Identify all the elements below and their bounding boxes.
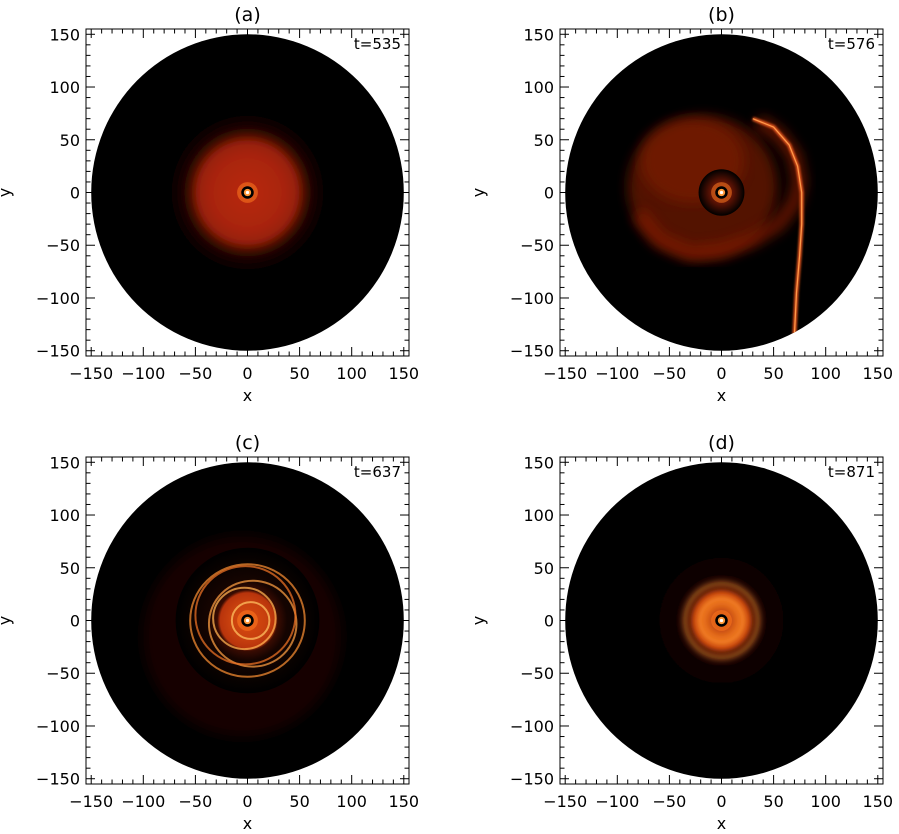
panel-a: −150 −100 −50 0 50 100 150 −150 −100 −50 0 50 100 150…	[0, 4, 419, 405]
y-tick-label: 0	[544, 184, 554, 203]
panel-title: (b)	[708, 4, 735, 26]
y-tick-label: 100	[523, 78, 554, 97]
x-tick-label: −150	[543, 792, 587, 811]
x-axis-label: x	[243, 386, 252, 405]
y-tick-label: 50	[534, 559, 554, 578]
center-source	[719, 618, 724, 623]
y-tick-label: −100	[510, 717, 554, 736]
bright-ring	[682, 580, 761, 661]
density-map	[627, 114, 807, 335]
x-tick-label: 150	[863, 792, 894, 811]
y-tick-label: 0	[70, 184, 80, 203]
ticks	[86, 29, 409, 356]
x-tick-label: 100	[336, 364, 367, 383]
y-tick-label: −150	[36, 770, 80, 789]
y-tick-label: −150	[36, 342, 80, 361]
x-tick-label: −50	[179, 792, 213, 811]
y-tick-label: 150	[523, 25, 554, 44]
y-tick-label: −150	[510, 342, 554, 361]
y-tick-label: 100	[523, 506, 554, 525]
x-tick-label: −150	[69, 364, 113, 383]
x-tick-label: −50	[653, 364, 687, 383]
x-tick-label: −50	[179, 364, 213, 383]
x-tick-label: −100	[595, 364, 639, 383]
time-annotation: t=576	[828, 35, 875, 53]
y-tick-label: 150	[523, 453, 554, 472]
y-tick-label: −100	[36, 289, 80, 308]
ticks	[560, 457, 883, 784]
x-tick-label: −100	[595, 792, 639, 811]
panel-d: −150 −100 −50 0 50 100 150 −150 −100 −50 0 50 100 150…	[469, 432, 893, 833]
spiral-ring	[230, 601, 271, 640]
y-tick-label: 50	[60, 559, 80, 578]
x-tick-label: 0	[716, 364, 726, 383]
density-map	[142, 85, 353, 300]
panel-title: (d)	[708, 432, 735, 454]
x-tick-label: 50	[763, 364, 783, 383]
x-tick-label: 50	[763, 792, 783, 811]
spiral-ring	[212, 586, 277, 651]
y-tick-label: 0	[544, 612, 554, 631]
panel-title: (a)	[234, 4, 260, 26]
x-tick-label: −50	[653, 792, 687, 811]
ticks	[86, 457, 409, 784]
x-axis-label: x	[717, 814, 726, 833]
panel-title: (c)	[235, 432, 260, 454]
y-tick-label: −50	[46, 664, 80, 683]
y-tick-label: 100	[49, 506, 80, 525]
x-tick-label: 150	[389, 792, 420, 811]
center-source	[245, 190, 250, 195]
x-tick-label: 100	[810, 792, 841, 811]
y-axis-label: y	[469, 188, 488, 197]
y-tick-label: 100	[49, 78, 80, 97]
x-tick-label: −150	[69, 792, 113, 811]
y-tick-label: 150	[49, 453, 80, 472]
spiral-ring	[189, 563, 306, 678]
y-tick-label: −100	[36, 717, 80, 736]
center-source	[719, 190, 724, 195]
x-tick-label: −100	[121, 364, 165, 383]
y-tick-label: −50	[46, 236, 80, 255]
center-source	[245, 618, 250, 623]
y-tick-label: −150	[510, 770, 554, 789]
x-tick-label: −150	[543, 364, 587, 383]
y-tick-label: 150	[49, 25, 80, 44]
y-tick-label: −50	[520, 664, 554, 683]
y-tick-label: 50	[534, 131, 554, 150]
x-axis-label: x	[717, 386, 726, 405]
panel-b: −150 −100 −50 0 50 100 150 −150 −100 −50 0 50 100 150…	[469, 4, 893, 405]
x-axis-label: x	[243, 814, 252, 833]
y-tick-label: −50	[520, 236, 554, 255]
density-map	[143, 536, 342, 737]
density-map	[649, 547, 794, 694]
time-annotation: t=871	[828, 463, 875, 481]
x-tick-label: 50	[289, 792, 309, 811]
y-axis-label: y	[469, 616, 488, 625]
y-tick-label: 50	[60, 131, 80, 150]
time-annotation: t=637	[354, 463, 401, 481]
time-annotation: t=535	[354, 35, 401, 53]
x-tick-label: 100	[336, 792, 367, 811]
x-tick-label: 0	[242, 364, 252, 383]
panel-c: −150 −100 −50 0 50 100 150 −150 −100 −50 0 50 100 150…	[0, 432, 419, 833]
x-tick-label: 100	[810, 364, 841, 383]
y-axis-label: y	[0, 188, 14, 197]
x-tick-label: 0	[242, 792, 252, 811]
x-tick-label: 0	[716, 792, 726, 811]
x-tick-label: 50	[289, 364, 309, 383]
y-tick-label: 0	[70, 612, 80, 631]
spiral-ring	[207, 579, 298, 668]
ticks	[560, 29, 883, 356]
spiral-ring	[194, 565, 297, 666]
x-tick-label: −100	[121, 792, 165, 811]
x-tick-label: 150	[389, 364, 420, 383]
y-tick-label: −100	[510, 289, 554, 308]
y-axis-label: y	[0, 616, 14, 625]
tidal-tail-core	[752, 118, 803, 335]
x-tick-label: 150	[863, 364, 894, 383]
